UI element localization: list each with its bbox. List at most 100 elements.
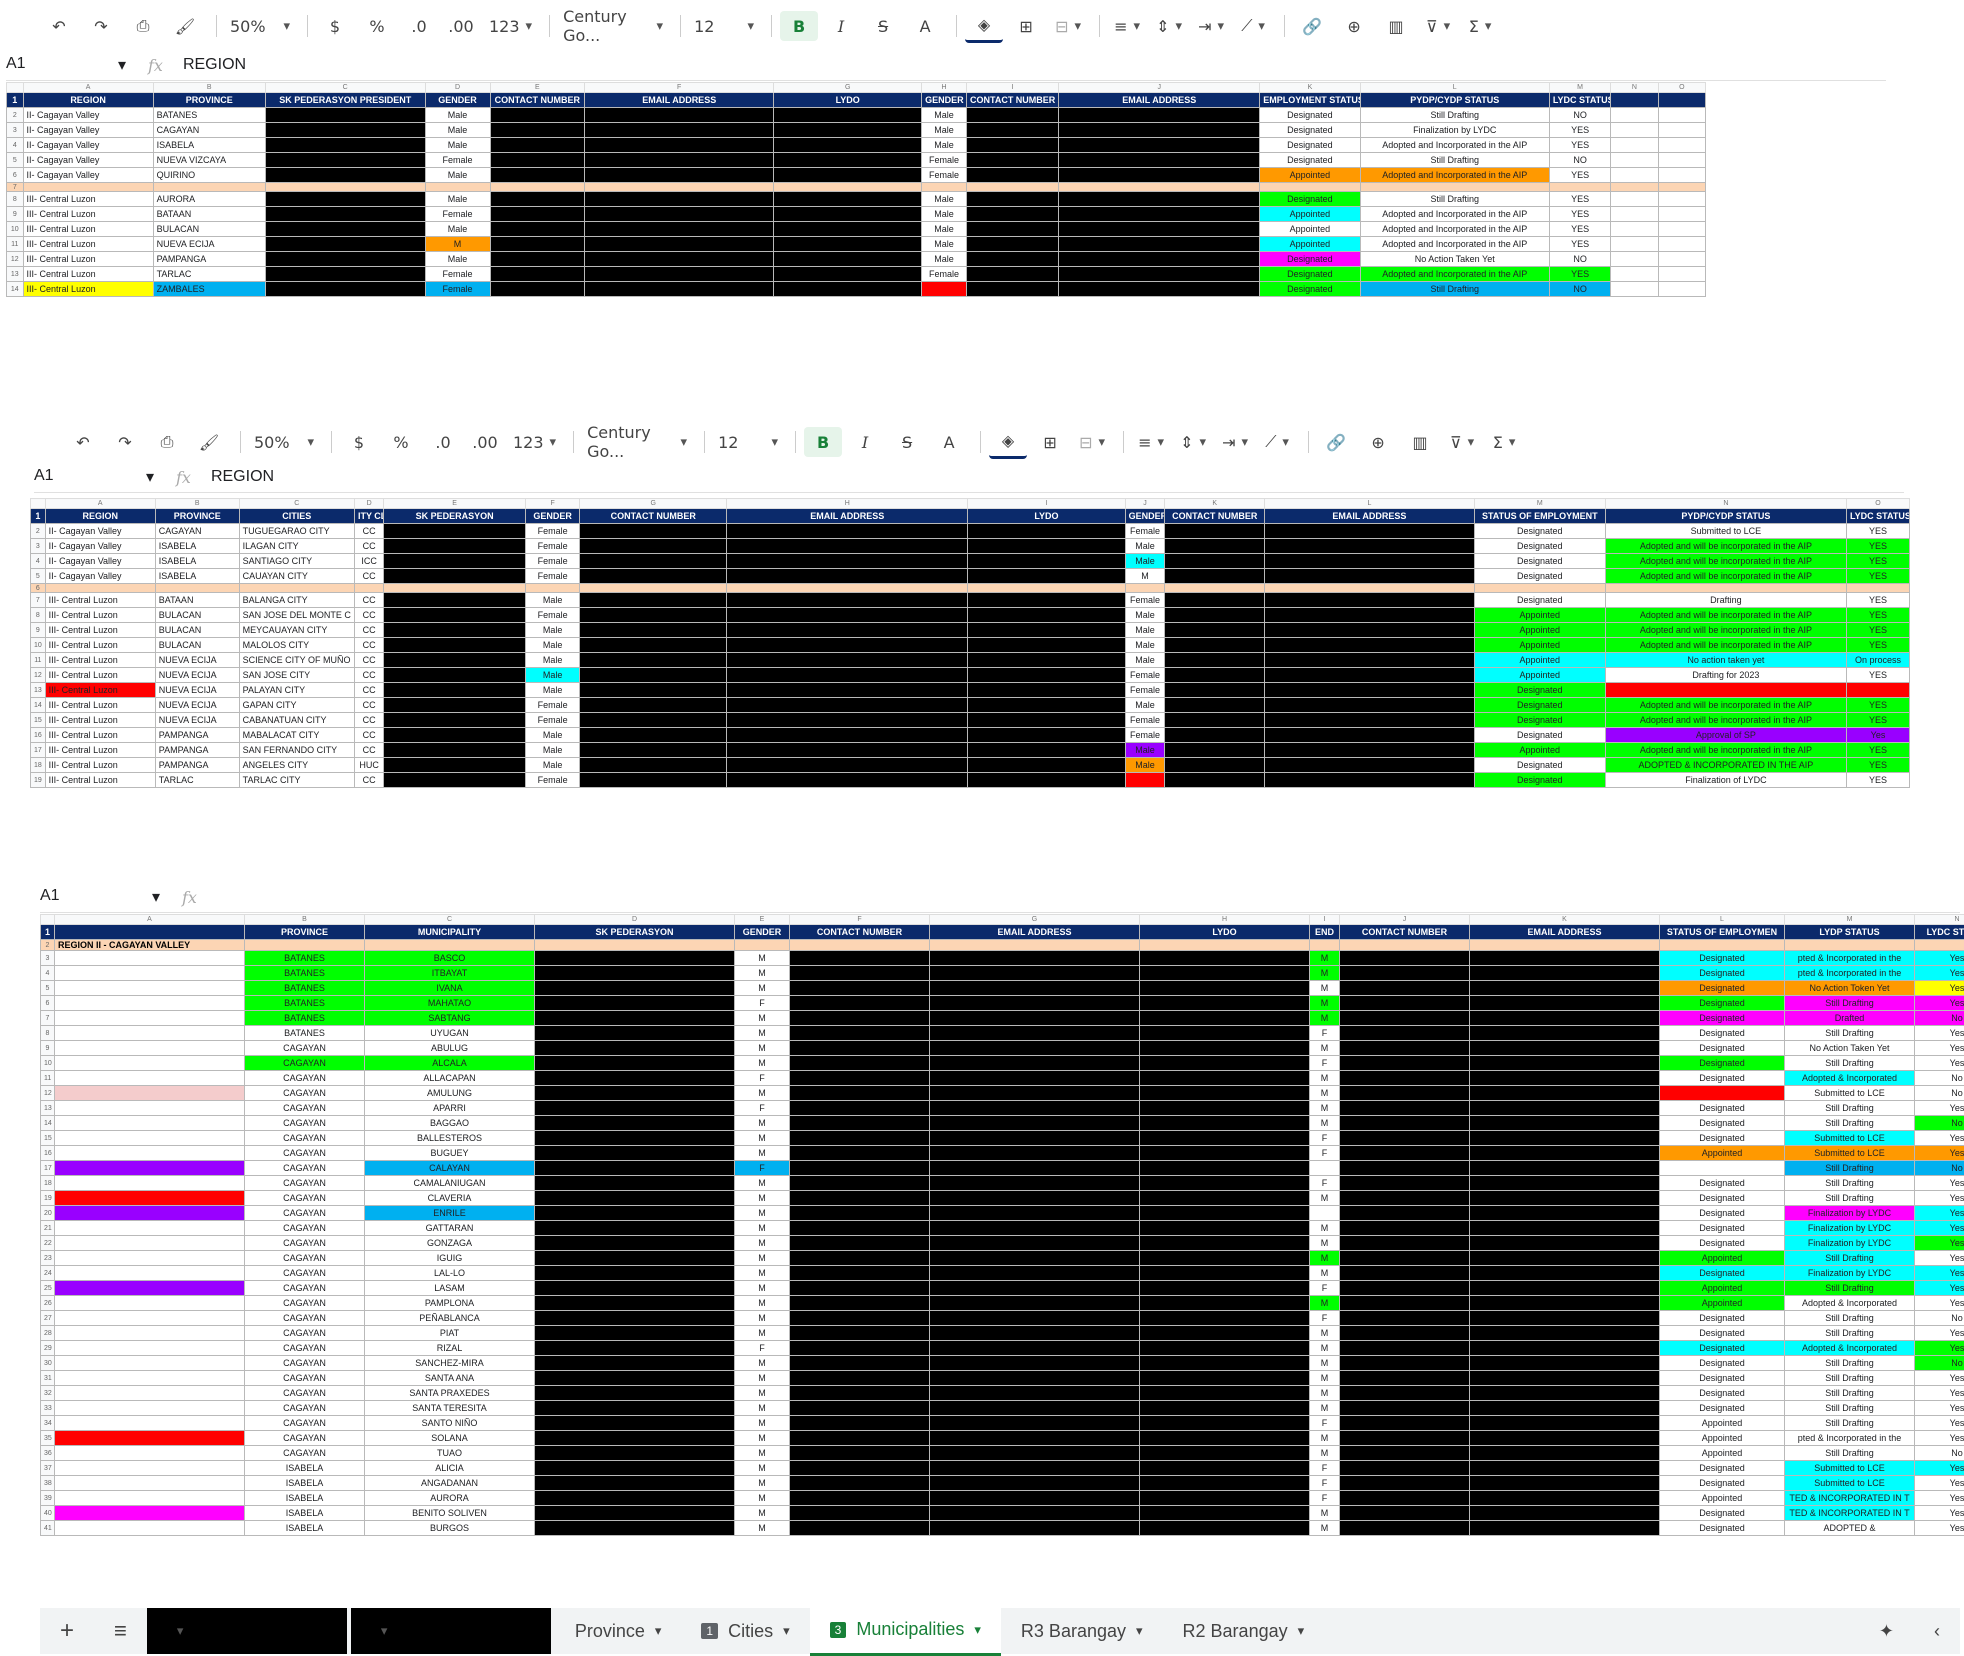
redacted-cell[interactable]	[1265, 569, 1475, 584]
redacted-cell[interactable]	[930, 1251, 1140, 1266]
cell[interactable]	[1059, 183, 1260, 192]
employment-status-cell[interactable]: Designated	[1260, 108, 1360, 123]
cell[interactable]	[55, 1236, 245, 1251]
redacted-cell[interactable]	[1165, 743, 1265, 758]
redacted-cell[interactable]	[535, 1071, 735, 1086]
city-class-cell[interactable]: CC	[354, 593, 383, 608]
redacted-cell[interactable]	[1265, 683, 1475, 698]
gender-cell[interactable]: M	[735, 1221, 790, 1236]
employment-status-cell[interactable]: Designated	[1660, 1206, 1785, 1221]
redacted-cell[interactable]	[585, 222, 774, 237]
redacted-cell[interactable]	[1340, 1026, 1470, 1041]
redacted-cell[interactable]	[580, 743, 727, 758]
redacted-cell[interactable]	[1140, 1176, 1310, 1191]
column-header[interactable]: E	[490, 83, 585, 93]
lydp-status-cell[interactable]: Still Drafting	[1785, 1161, 1915, 1176]
employment-status-cell[interactable]: Designated	[1660, 966, 1785, 981]
redacted-cell[interactable]	[1165, 758, 1265, 773]
city-class-cell[interactable]: CC	[354, 698, 383, 713]
gender-cell[interactable]: Female	[525, 524, 580, 539]
lydp-status-cell[interactable]: Still Drafting	[1785, 1026, 1915, 1041]
lydp-status-cell[interactable]: Adopted & Incorporated	[1785, 1071, 1915, 1086]
redacted-cell[interactable]	[774, 282, 922, 297]
lydp-status-cell[interactable]: Still Drafting	[1785, 1416, 1915, 1431]
cell[interactable]	[55, 1191, 245, 1206]
province-cell[interactable]: TARLAC	[155, 773, 239, 788]
cell[interactable]	[55, 1026, 245, 1041]
employment-status-cell[interactable]: Designated	[1260, 282, 1360, 297]
gender-cell[interactable]: M	[735, 1206, 790, 1221]
redacted-cell[interactable]	[580, 728, 727, 743]
redacted-cell[interactable]	[1340, 981, 1470, 996]
column-header[interactable]: L	[1660, 915, 1785, 925]
lydp-status-cell[interactable]: ADOPTED &	[1785, 1521, 1915, 1536]
region-cell[interactable]: III- Central Luzon	[45, 698, 155, 713]
lydc-status-cell[interactable]: Yes	[1915, 1371, 1964, 1386]
redacted-cell[interactable]	[265, 267, 425, 282]
gender-cell[interactable]: M	[1310, 1101, 1340, 1116]
header-cell[interactable]: SK PEDERASYON	[384, 509, 526, 524]
redacted-cell[interactable]	[490, 153, 585, 168]
gender-cell[interactable]: Female	[525, 539, 580, 554]
province-cell[interactable]: BATANES	[245, 966, 365, 981]
redacted-cell[interactable]	[265, 123, 425, 138]
row-number[interactable]: 10	[7, 222, 24, 237]
header-cell[interactable]: GENDER	[735, 925, 790, 940]
municipality-cell[interactable]: BASCO	[365, 951, 535, 966]
redacted-cell[interactable]	[727, 524, 968, 539]
redacted-cell[interactable]	[1340, 966, 1470, 981]
redacted-cell[interactable]	[1140, 1401, 1310, 1416]
redacted-cell[interactable]	[790, 981, 930, 996]
row-number[interactable]: 3	[41, 951, 55, 966]
redacted-cell[interactable]	[1265, 728, 1475, 743]
redacted-cell[interactable]	[585, 237, 774, 252]
employment-status-cell[interactable]: Appointed	[1260, 222, 1360, 237]
redacted-cell[interactable]	[1165, 698, 1265, 713]
redacted-cell[interactable]	[384, 653, 526, 668]
province-cell[interactable]: CAGAYAN	[245, 1191, 365, 1206]
gender-cell[interactable]: Male	[1125, 623, 1165, 638]
region-cell[interactable]: II- Cagayan Valley	[23, 108, 153, 123]
cell[interactable]	[55, 1356, 245, 1371]
gender-cell[interactable]: F	[1310, 1461, 1340, 1476]
employment-status-cell[interactable]: Appointed	[1660, 1281, 1785, 1296]
vertical-align-icon[interactable]: ⇕	[1174, 427, 1212, 457]
column-header[interactable]: E	[735, 915, 790, 925]
employment-status-cell[interactable]: Designated	[1474, 698, 1605, 713]
province-cell[interactable]: PAMPANGA	[155, 728, 239, 743]
redacted-cell[interactable]	[580, 758, 727, 773]
redacted-cell[interactable]	[384, 539, 526, 554]
redacted-cell[interactable]	[774, 207, 922, 222]
gender-cell[interactable]: M	[735, 1116, 790, 1131]
redacted-cell[interactable]	[1165, 539, 1265, 554]
employment-status-cell[interactable]: Designated	[1660, 1476, 1785, 1491]
province-cell[interactable]: PAMPANGA	[155, 758, 239, 773]
cell[interactable]	[55, 1521, 245, 1536]
redacted-cell[interactable]	[580, 593, 727, 608]
redacted-cell[interactable]	[1340, 1236, 1470, 1251]
cell[interactable]	[55, 1251, 245, 1266]
redacted-cell[interactable]	[490, 237, 585, 252]
gender-cell[interactable]: F	[735, 1071, 790, 1086]
redacted-cell[interactable]	[1340, 1461, 1470, 1476]
header-cell[interactable]: EMAIL ADDRESS	[1059, 93, 1260, 108]
redacted-cell[interactable]	[585, 267, 774, 282]
lydc-status-cell[interactable]: Yes	[1915, 996, 1964, 1011]
row-number[interactable]: 27	[41, 1311, 55, 1326]
province-cell[interactable]: CAGAYAN	[245, 1176, 365, 1191]
paint-format-icon[interactable]: 🖌	[166, 11, 204, 41]
province-cell[interactable]: BATANES	[245, 996, 365, 1011]
city-class-cell[interactable]: CC	[354, 608, 383, 623]
row-number[interactable]: 8	[7, 192, 24, 207]
lydc-status-cell[interactable]: NO	[1549, 153, 1610, 168]
redacted-cell[interactable]	[790, 1236, 930, 1251]
cell[interactable]	[1605, 584, 1846, 593]
cell[interactable]	[1611, 222, 1658, 237]
gender-cell[interactable]: Female	[425, 153, 490, 168]
redacted-cell[interactable]	[774, 153, 922, 168]
employment-status-cell[interactable]: Designated	[1474, 524, 1605, 539]
province-cell[interactable]: CAGAYAN	[245, 1296, 365, 1311]
cell[interactable]	[1611, 123, 1658, 138]
redacted-cell[interactable]	[930, 1146, 1140, 1161]
lydc-status-cell[interactable]: Yes	[1915, 1221, 1964, 1236]
